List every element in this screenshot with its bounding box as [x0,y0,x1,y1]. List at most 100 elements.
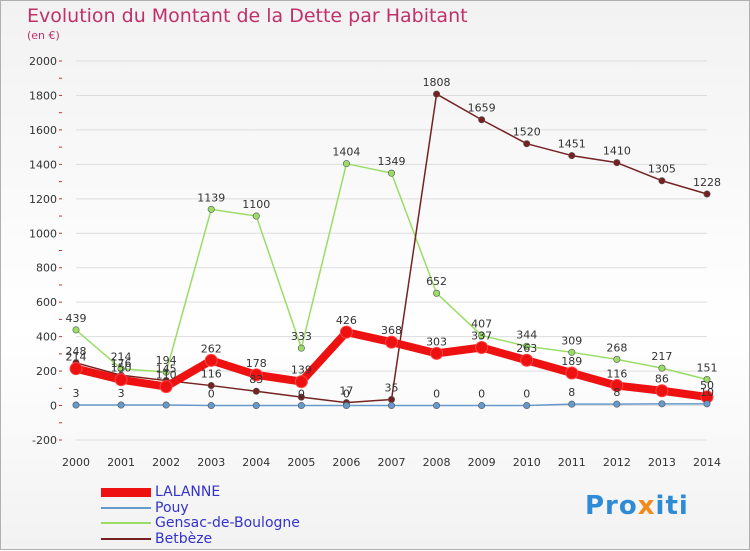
proxiti-logo: Proxiti [585,491,689,521]
data-label: 139 [291,364,312,377]
y-tick-label: 400 [36,331,57,344]
data-point [252,387,260,395]
y-tick-label: 800 [36,262,57,275]
legend-swatch [101,538,151,540]
data-label: 262 [201,342,222,355]
data-label: 176 [111,357,132,370]
logo-part: x [637,491,656,521]
data-label: 178 [246,357,267,370]
data-label: 309 [561,334,582,347]
data-label: 189 [561,355,582,368]
data-point [433,90,441,98]
legend-label: Gensac-de-Boulogne [155,515,300,531]
data-point [207,205,215,213]
x-tick-label: 2012 [603,456,631,469]
data-point [249,368,263,382]
data-point [72,326,80,334]
data-point [475,340,489,354]
data-label: 337 [471,329,492,342]
y-tick-label: 2000 [29,55,57,68]
data-label: 8 [568,386,575,399]
data-label: 1100 [242,198,270,211]
data-point [252,212,260,220]
data-label: 194 [156,354,177,367]
data-point [294,375,308,389]
data-point [207,382,215,390]
data-label: 1808 [423,76,451,89]
data-point [703,376,711,384]
data-label: 0 [298,388,305,401]
data-label: 0 [478,388,485,401]
data-label: 8 [613,386,620,399]
x-tick-label: 2013 [648,456,676,469]
data-label: 333 [291,330,312,343]
data-point [297,393,305,401]
data-label: 1410 [603,145,631,158]
data-point [297,344,305,352]
data-label: 407 [471,317,492,330]
data-point [703,400,711,408]
x-tick-label: 2009 [468,456,496,469]
data-label: 426 [336,314,357,327]
data-point [520,353,534,367]
logo-part: Pro [585,491,638,521]
data-point [252,402,260,410]
data-label: 439 [66,312,87,325]
data-point [114,373,128,387]
data-label: 217 [651,350,672,363]
data-label: 268 [606,341,627,354]
data-point [342,402,350,410]
legend-swatch [101,522,151,524]
data-point [339,325,353,339]
data-label: 652 [426,275,447,288]
data-point [703,190,711,198]
x-tick-label: 2008 [423,456,451,469]
data-label: 150 [111,362,132,375]
x-tick-label: 2007 [378,456,406,469]
data-point [523,342,531,350]
data-label: 1139 [197,191,225,204]
data-point [478,331,486,339]
data-point [207,402,215,410]
data-point [387,396,395,404]
data-point [162,368,170,376]
data-point [568,400,576,408]
data-label: 116 [201,368,222,381]
data-label: 10 [700,386,714,399]
data-label: 1228 [693,176,721,189]
data-label: 1404 [332,146,360,159]
data-label: 116 [606,368,627,381]
data-point [387,169,395,177]
data-point [523,140,531,148]
y-tick-label: 1600 [29,124,57,137]
y-tick-label: 1000 [29,227,57,240]
legend-label: LALANNE [155,484,221,500]
y-tick-label: 1200 [29,193,57,206]
data-point [297,402,305,410]
data-label: 344 [516,328,537,341]
x-tick-label: 2000 [62,456,90,469]
x-tick-label: 2002 [152,456,180,469]
legend-item-pouy: Pouy [101,500,189,516]
legend-swatch [101,507,151,509]
data-point [433,402,441,410]
data-label: 1520 [513,126,541,139]
data-label: 1305 [648,163,676,176]
data-point [204,353,218,367]
y-tick-label: -200 [32,434,57,447]
data-label: 0 [208,388,215,401]
data-point [613,355,621,363]
x-tick-label: 2003 [197,456,225,469]
data-label: 3 [118,387,125,400]
data-label: 35 [385,382,399,395]
data-label: 145 [156,363,177,376]
x-tick-label: 2011 [558,456,586,469]
legend-swatch [101,487,151,497]
x-tick-label: 2001 [107,456,135,469]
y-tick-label: 200 [36,365,57,378]
data-label: 263 [516,342,537,355]
data-label: 86 [655,373,669,386]
x-tick-label: 2010 [513,456,541,469]
